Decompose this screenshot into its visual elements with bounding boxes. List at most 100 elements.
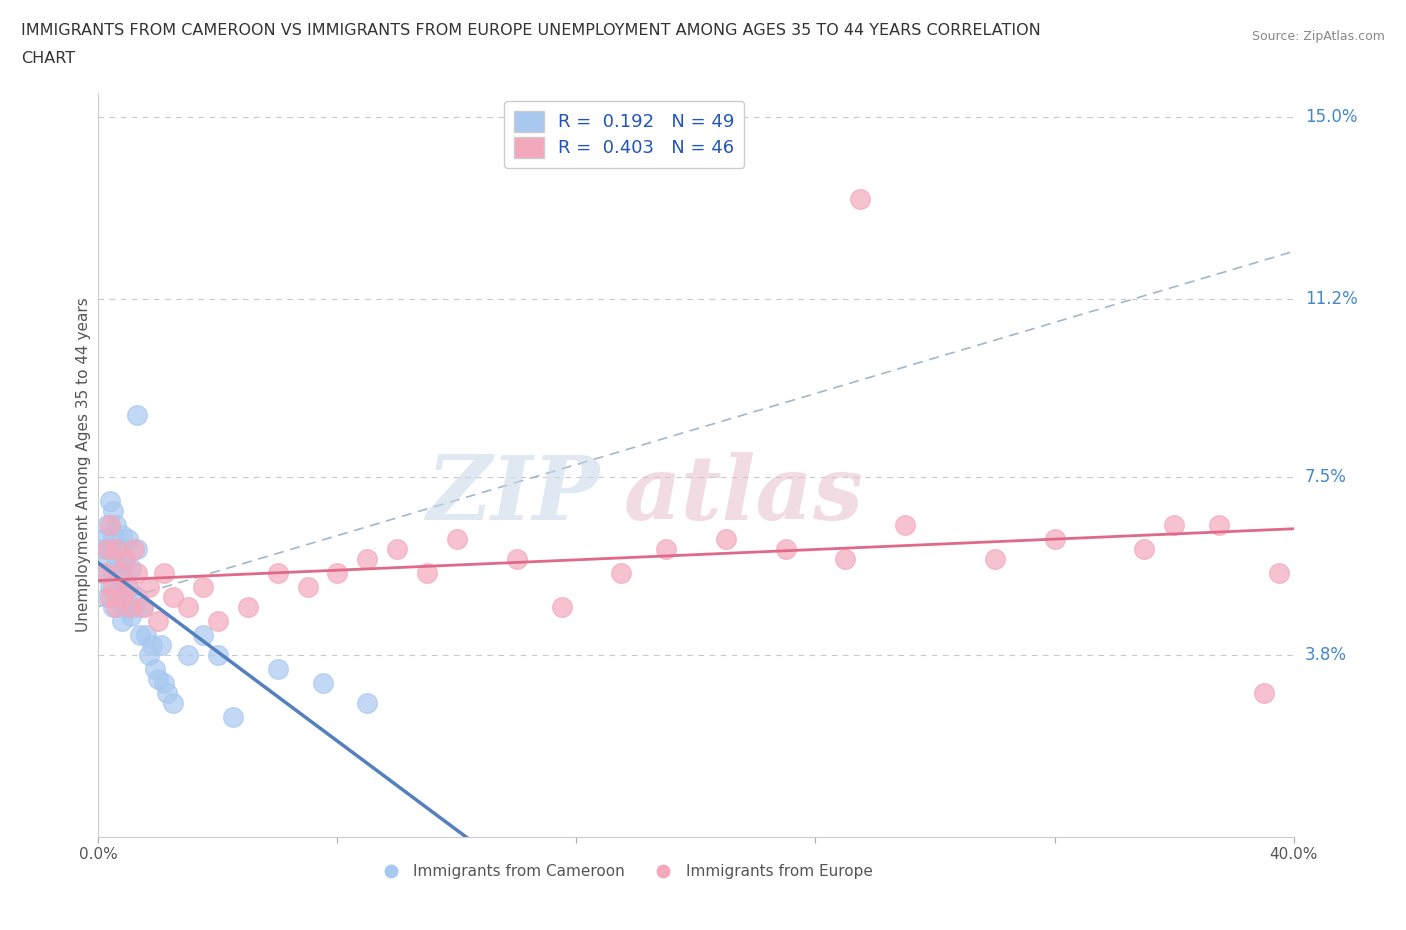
Point [153,565,176,580]
Point [177,647,200,662]
Point [114,551,136,566]
Point [98,518,122,533]
Point [93,565,115,580]
Point [506,551,529,566]
Point [1208,518,1230,533]
Point [326,565,349,580]
Text: 15.0%: 15.0% [1305,108,1357,126]
Point [114,551,136,566]
Point [103,580,125,595]
Point [1253,685,1275,700]
Point [103,565,125,580]
Point [143,661,166,676]
Point [124,541,146,556]
Point [385,541,409,556]
Point [1163,518,1185,533]
Point [141,638,163,653]
Point [297,580,319,595]
Point [98,494,122,509]
Point [114,599,136,614]
Point [124,599,146,614]
Point [111,565,134,580]
Point [103,503,125,518]
Point [191,628,214,643]
Point [550,599,572,614]
Text: CHART: CHART [21,51,75,66]
Point [138,647,160,662]
Point [156,685,179,700]
Point [108,565,131,580]
Point [714,532,737,547]
Point [103,599,125,614]
Point [148,671,170,686]
Point [129,628,152,643]
Point [111,527,134,542]
Point [267,565,290,580]
Point [207,614,229,629]
Point [356,551,378,566]
Point [120,561,142,576]
Point [162,590,184,604]
Point [98,590,122,604]
Point [610,565,633,580]
Point [120,609,142,624]
Point [117,580,139,595]
Point [98,541,122,556]
Point [108,580,131,595]
Point [894,518,917,533]
Point [96,541,118,556]
Text: ZIP: ZIP [427,451,600,538]
Point [96,590,118,604]
Text: IMMIGRANTS FROM CAMEROON VS IMMIGRANTS FROM EUROPE UNEMPLOYMENT AMONG AGES 35 TO: IMMIGRANTS FROM CAMEROON VS IMMIGRANTS F… [21,23,1040,38]
Point [98,580,122,595]
Text: Source: ZipAtlas.com: Source: ZipAtlas.com [1251,30,1385,43]
Point [207,647,229,662]
Text: 7.5%: 7.5% [1305,468,1347,486]
Text: 11.2%: 11.2% [1305,290,1357,309]
Point [117,532,139,547]
Point [267,661,290,676]
Point [90,565,112,580]
Point [111,590,134,604]
Point [1133,541,1156,556]
Text: atlas: atlas [624,451,865,538]
Point [153,676,176,691]
Point [416,565,439,580]
Point [105,599,128,614]
Point [236,599,259,614]
Point [96,518,118,533]
Y-axis label: Unemployment Among Ages 35 to 44 years: Unemployment Among Ages 35 to 44 years [76,298,91,632]
Point [93,532,115,547]
Point [834,551,856,566]
Point [96,551,118,566]
Point [111,614,134,629]
Point [148,614,170,629]
Text: 3.8%: 3.8% [1305,645,1347,664]
Point [127,407,149,422]
Point [177,599,200,614]
Point [984,551,1007,566]
Point [655,541,678,556]
Point [135,628,157,643]
Point [132,599,155,614]
Point [105,590,128,604]
Point [108,541,131,556]
Point [446,532,468,547]
Point [105,541,128,556]
Point [849,192,872,206]
Point [117,580,139,595]
Point [356,695,378,710]
Point [132,599,155,614]
Point [150,638,173,653]
Point [120,599,142,614]
Point [311,676,333,691]
Point [105,518,128,533]
Legend: Immigrants from Cameroon, Immigrants from Europe: Immigrants from Cameroon, Immigrants fro… [370,858,879,885]
Point [1267,565,1289,580]
Point [138,580,160,595]
Point [775,541,797,556]
Point [105,556,128,571]
Point [1043,532,1066,547]
Point [191,580,214,595]
Point [93,541,115,556]
